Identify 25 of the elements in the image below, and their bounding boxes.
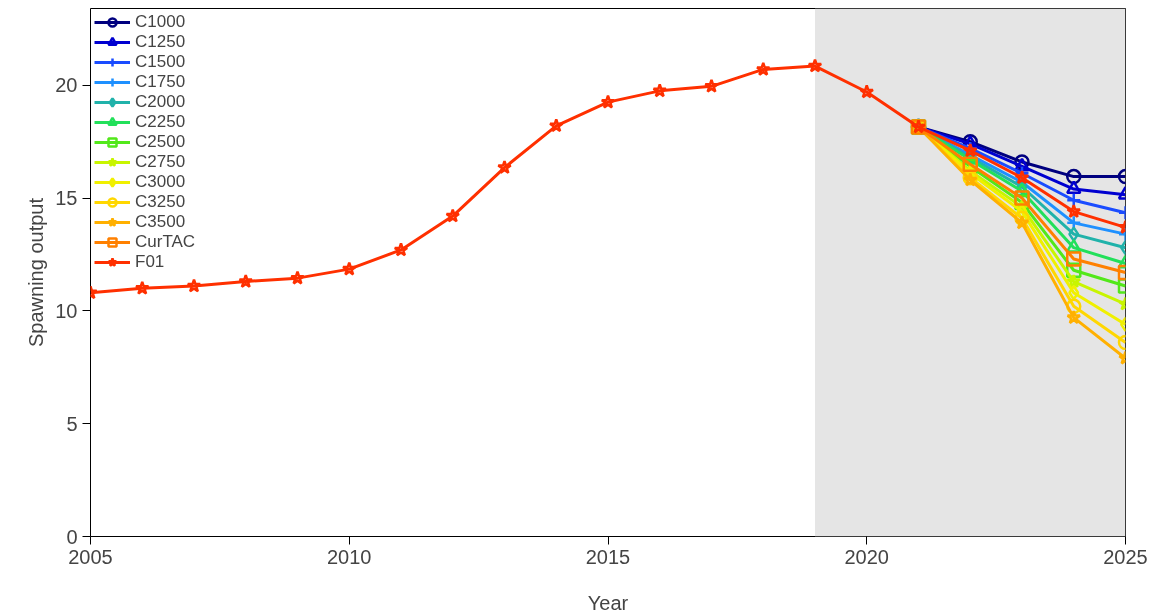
- legend-label: C3250: [135, 192, 186, 212]
- legend-label: C1500: [135, 52, 186, 72]
- legend-label: C2000: [135, 92, 186, 112]
- y-tick-label: 15: [55, 187, 78, 210]
- legend-label: F01: [135, 252, 165, 272]
- y-tick-label: 10: [55, 299, 78, 322]
- x-tick-label: 2010: [327, 545, 372, 568]
- legend-label: CurTAC: [135, 232, 196, 252]
- y-tick-label: 20: [55, 74, 78, 97]
- legend-label: C1000: [135, 12, 186, 32]
- legend-label: C3500: [135, 212, 186, 232]
- legend-label: C2250: [135, 112, 186, 132]
- legend-label: C1250: [135, 32, 186, 52]
- legend-label: C3000: [135, 172, 186, 192]
- legend-label: C1750: [135, 72, 186, 92]
- x-tick-label: 2005: [68, 545, 113, 568]
- legend-label: C2500: [135, 132, 186, 152]
- x-tick-label: 2015: [585, 545, 631, 568]
- y-tick-label: 0: [66, 525, 78, 548]
- y-tick-label: 5: [66, 412, 78, 435]
- y-axis-title: Spawning output: [25, 197, 48, 347]
- x-tick-label: 2020: [844, 545, 889, 568]
- x-tick-label: 2025: [1103, 545, 1148, 568]
- x-axis-title: Year: [587, 591, 629, 614]
- legend-label: C2750: [135, 152, 186, 172]
